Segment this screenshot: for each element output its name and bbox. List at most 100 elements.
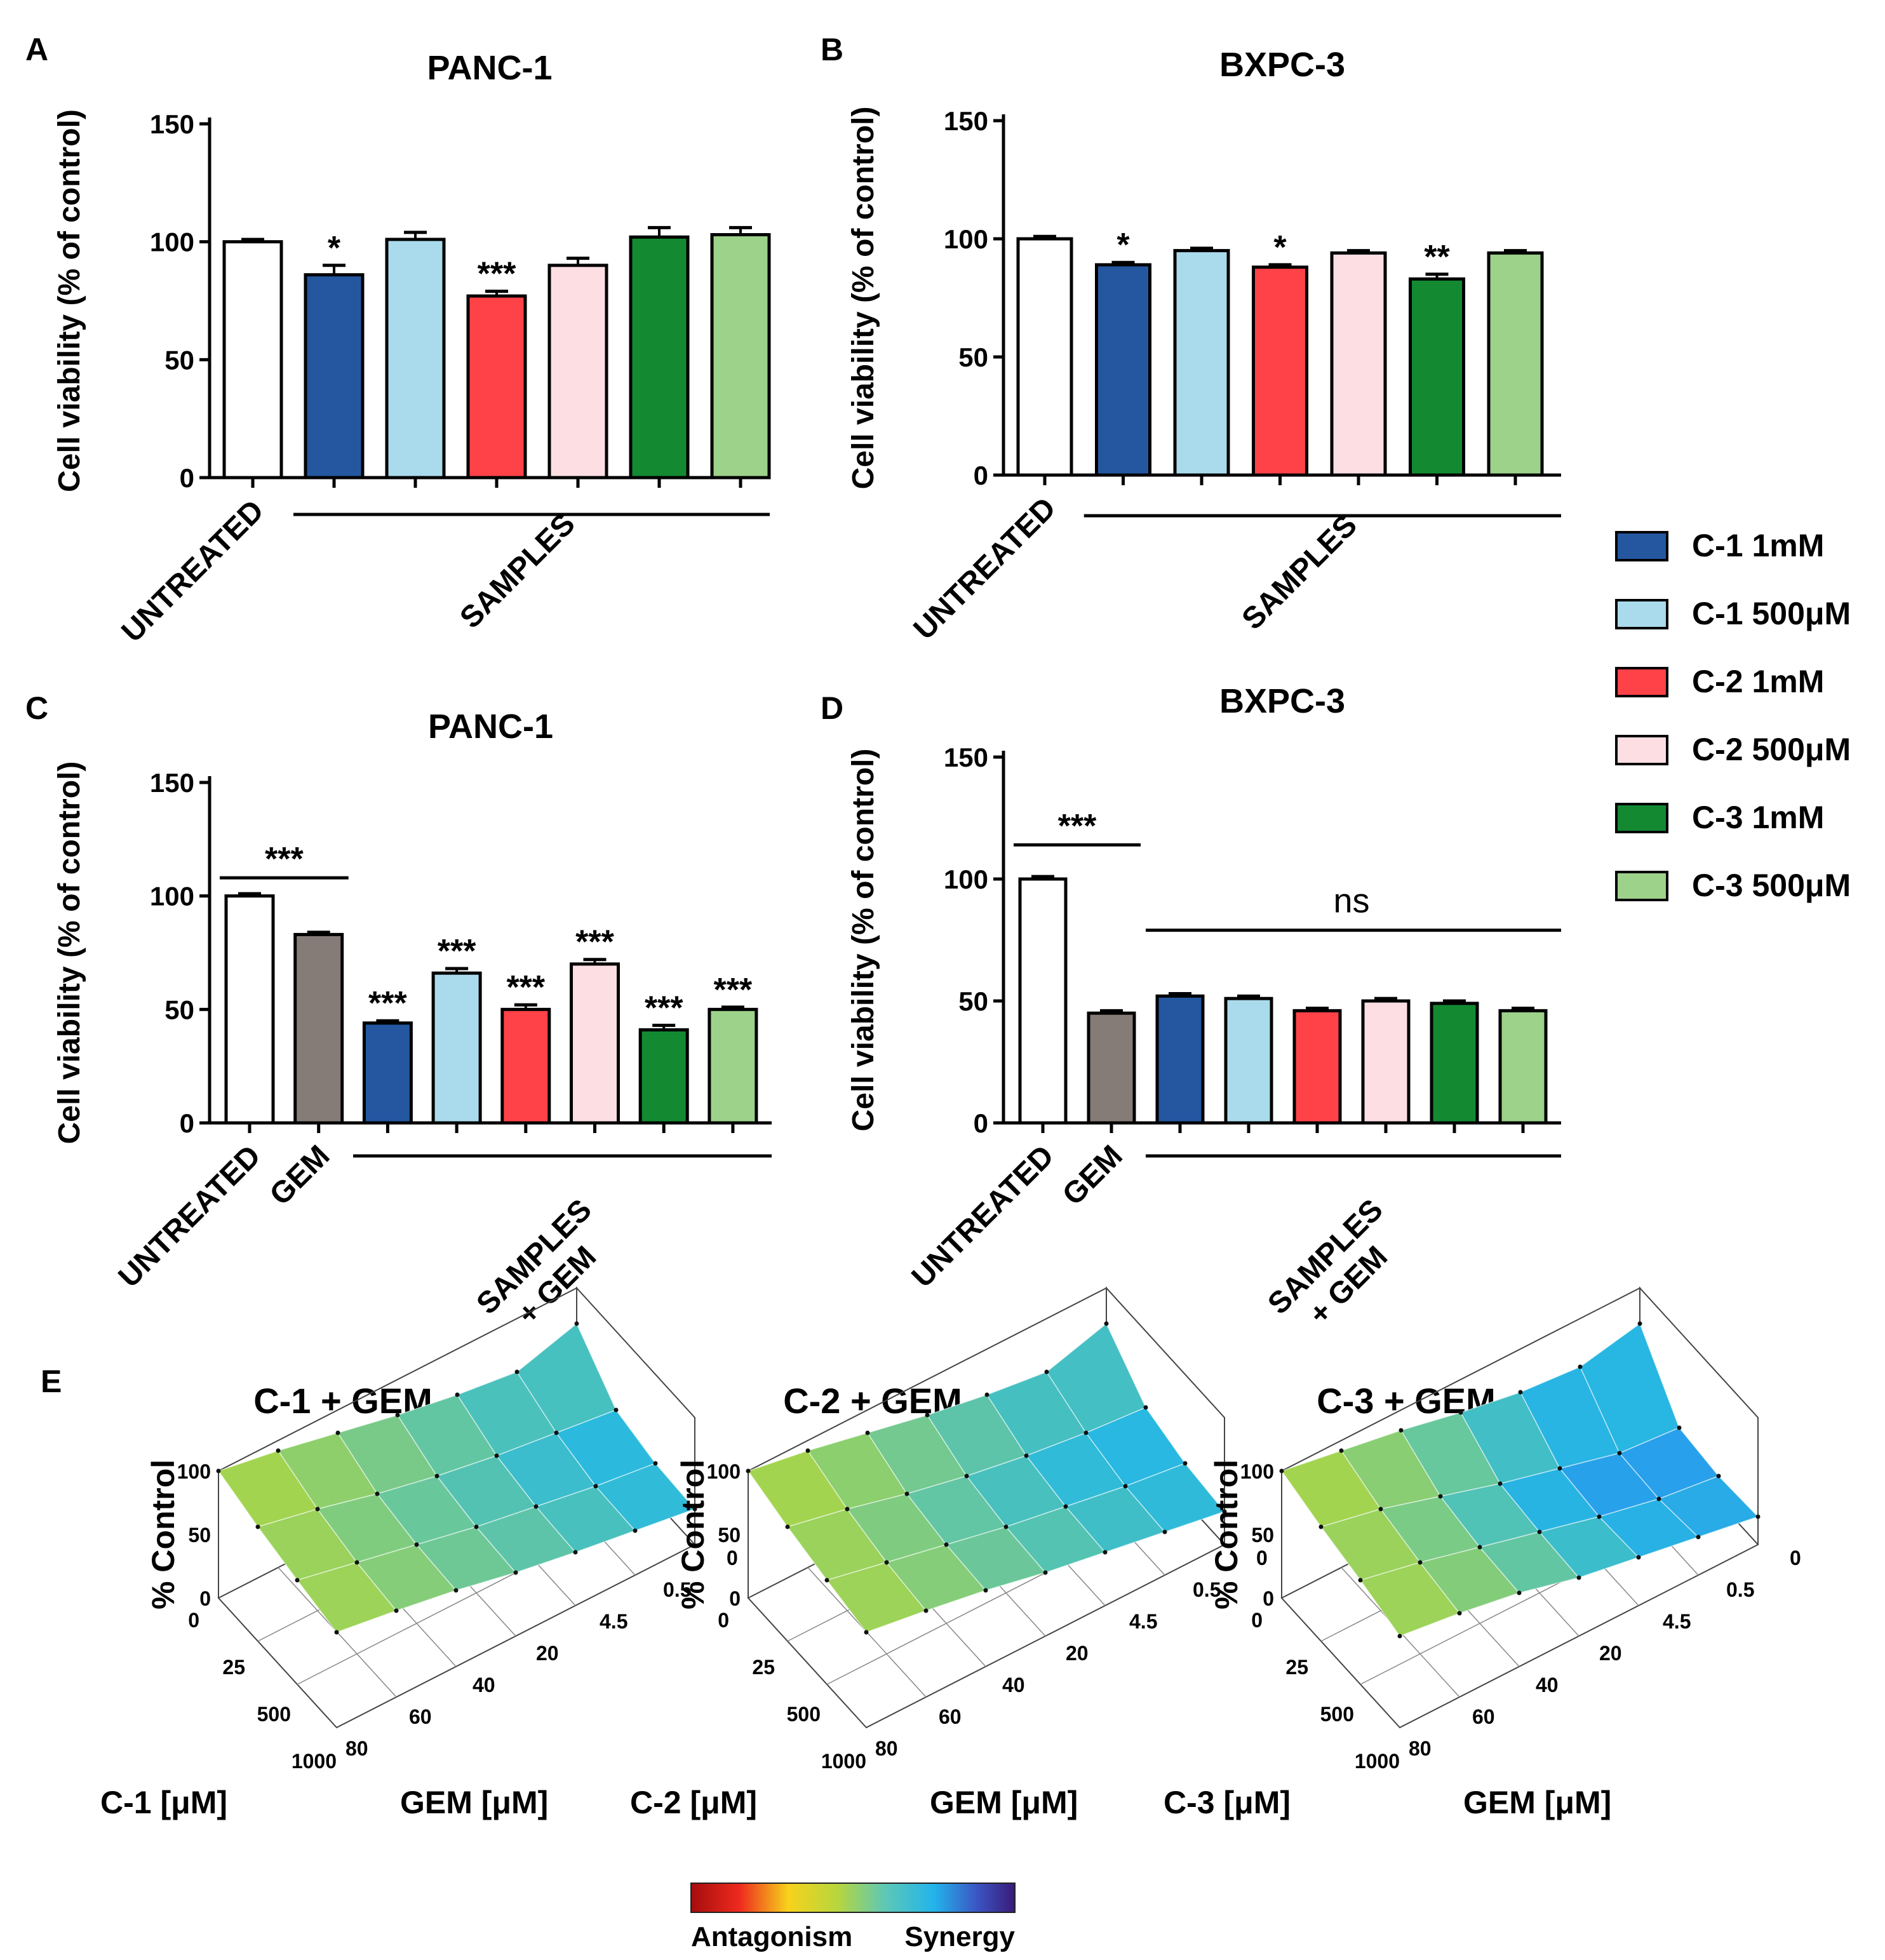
y-axis-label: Cell viability (% of control) — [847, 749, 880, 1132]
chart-title: PANC-1 — [428, 708, 553, 746]
significance-label: * — [328, 230, 341, 267]
z-tick-label: 100 — [707, 1460, 741, 1483]
surface-data-point — [1397, 1634, 1402, 1639]
legend: C-1 1mM C-1 500μM C-2 1mM C-2 500μM C-3 1mM C… — [1615, 528, 1851, 903]
significance-label: *** — [368, 985, 407, 1022]
legend-label: C-3 500μM — [1692, 868, 1851, 903]
bar — [708, 1007, 758, 1125]
surface-data-point — [494, 1453, 499, 1458]
colorbar-left-label: Antagonism — [691, 1921, 852, 1952]
surface-data-point — [1636, 1555, 1641, 1560]
surface-data-point — [593, 1484, 598, 1489]
y-tick-label: 0 — [180, 1108, 194, 1138]
x-category-label: GEM — [1056, 1139, 1129, 1212]
legend-label: C-1 1mM — [1692, 528, 1824, 563]
colorbar-gradient — [690, 1883, 1016, 1913]
surface-data-point — [1044, 1369, 1049, 1374]
surface-data-point — [1183, 1461, 1188, 1466]
bar — [1487, 251, 1544, 477]
z-axis-label: % Control — [1209, 1460, 1244, 1609]
significance-label: *** — [478, 256, 516, 293]
bar — [1224, 997, 1273, 1125]
bar — [1016, 237, 1073, 477]
gem-tick-label: 60 — [1472, 1705, 1495, 1728]
legend-label: C-3 1mM — [1692, 800, 1824, 835]
y-tick-label: 50 — [958, 342, 988, 372]
significance-label: *** — [714, 972, 753, 1009]
colorbar: Antagonism Synergy — [690, 1883, 1016, 1952]
bar — [547, 264, 608, 480]
y-axis-label: Cell viability (% of control) — [53, 762, 86, 1144]
legend-label: C-2 500μM — [1692, 732, 1851, 767]
surface-data-point — [514, 1369, 520, 1374]
y-tick-label: 50 — [958, 986, 988, 1016]
bar — [466, 294, 527, 480]
panel-label-c: C — [25, 690, 48, 726]
surface-data-point — [984, 1392, 989, 1397]
bar — [362, 1021, 413, 1125]
bar — [431, 971, 482, 1125]
surface-data-point — [692, 1507, 697, 1512]
z-tick-label: 0 — [729, 1587, 741, 1610]
z-tick-label: 100 — [1240, 1460, 1274, 1483]
x-category-label: UNTREATED — [906, 1139, 1061, 1294]
gem-tick-label: 0 — [727, 1547, 738, 1569]
x-category-label: UNTREATED — [112, 1139, 267, 1294]
y-tick-label: 50 — [164, 995, 194, 1024]
gem-tick-label: 20 — [536, 1642, 559, 1665]
surface-data-point — [1103, 1550, 1108, 1555]
x-axis-label: C-2 [μM] — [630, 1785, 757, 1820]
colorbar-right-label: Synergy — [904, 1921, 1015, 1952]
surface-data-point — [1123, 1484, 1128, 1489]
legend-swatch — [1615, 531, 1668, 561]
x-tick-label: 500 — [257, 1703, 291, 1726]
surface-data-point — [1063, 1504, 1068, 1509]
surface-data-point — [1656, 1496, 1661, 1501]
surface-data-point — [1318, 1524, 1324, 1529]
surface-data-point — [394, 1608, 399, 1613]
surface-data-point — [1458, 1410, 1463, 1415]
surface-data-point — [1457, 1611, 1462, 1616]
surface-data-point — [925, 1413, 930, 1418]
significance-label: *** — [645, 990, 683, 1026]
group-label: SAMPLES — [453, 507, 582, 635]
surface-data-point — [983, 1588, 988, 1593]
gem-tick-label: 40 — [473, 1674, 495, 1696]
surface-data-point — [1399, 1428, 1404, 1433]
x-category-label: UNTREATED — [116, 493, 271, 648]
gem-tick-label: 0 — [1790, 1547, 1801, 1569]
y-tick-label: 0 — [180, 463, 194, 493]
gem-tick-label: 40 — [1536, 1674, 1559, 1696]
bar — [1430, 1002, 1479, 1125]
ns-label: ns — [1333, 882, 1369, 920]
surface-data-point — [1637, 1321, 1642, 1326]
legend-label: C-2 1mM — [1692, 664, 1824, 699]
surface-data-point — [1043, 1570, 1048, 1575]
surface-data-point — [1378, 1507, 1383, 1512]
x-tick-label: 25 — [1285, 1656, 1308, 1679]
surface-data-point — [824, 1578, 829, 1583]
x-tick-label: 0 — [188, 1609, 199, 1632]
bar — [638, 1028, 689, 1125]
bar — [629, 235, 690, 480]
surface-data-point — [633, 1528, 638, 1533]
surface-data-point — [255, 1524, 260, 1529]
bar — [1095, 263, 1151, 477]
y-tick-label: 100 — [944, 864, 988, 894]
z-tick-label: 50 — [1251, 1524, 1274, 1547]
y-tick-label: 150 — [150, 109, 194, 139]
gem-tick-label: 4.5 — [600, 1610, 627, 1633]
bar — [1498, 1009, 1548, 1125]
surface-data-point — [614, 1407, 619, 1413]
surface-data-point — [653, 1461, 658, 1466]
surface-data-point — [573, 1550, 578, 1555]
z-axis-label: % Control — [145, 1460, 181, 1609]
y-axis-label: Cell viability (% of control) — [847, 107, 880, 490]
surface-data-point — [513, 1570, 518, 1575]
gem-tick-label: 60 — [409, 1705, 432, 1728]
gem-axis-label: GEM [μM] — [930, 1785, 1078, 1820]
gem-tick-label: 0.5 — [1726, 1578, 1754, 1601]
gem-tick-label: 4.5 — [1663, 1610, 1691, 1633]
surface-data-point — [216, 1468, 221, 1473]
